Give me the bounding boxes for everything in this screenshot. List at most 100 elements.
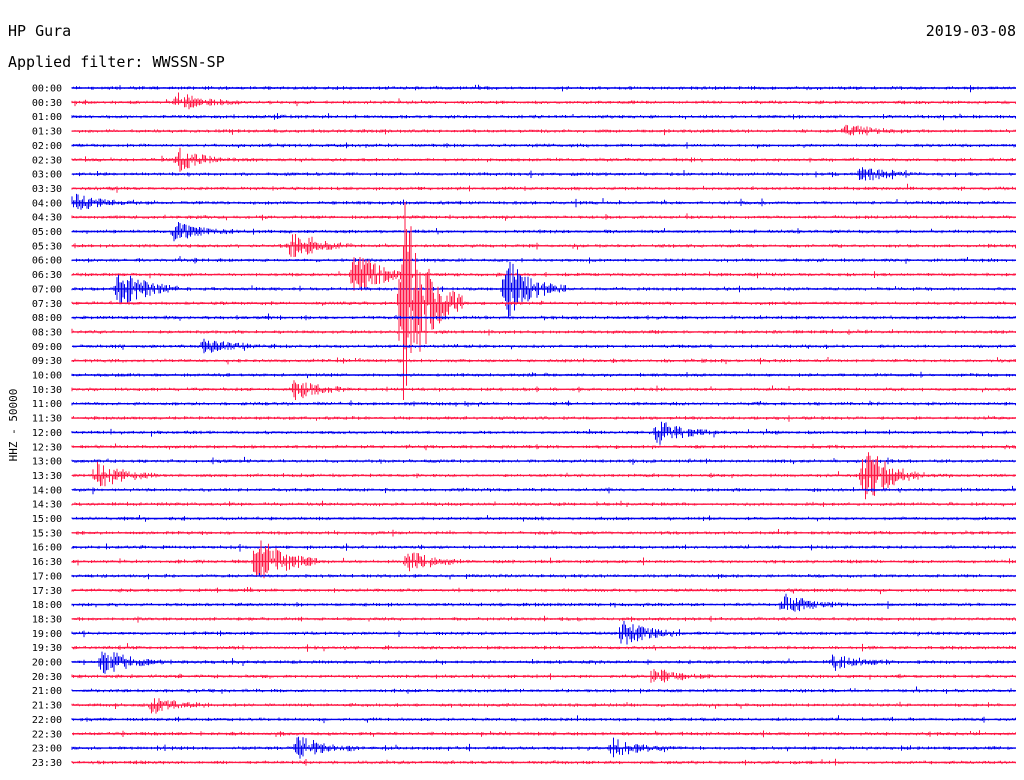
trace-row: [71, 113, 1016, 121]
trace-row: [71, 167, 1016, 181]
trace-row: [71, 92, 1016, 110]
row-label: 10:30: [32, 385, 62, 396]
trace-row: [71, 456, 1016, 465]
trace-row: [71, 543, 1016, 552]
trace-row: [71, 621, 1016, 645]
trace-row: [71, 313, 1016, 321]
trace-row: [71, 529, 1016, 537]
filter-label: Applied filter: WWSSN-SP: [8, 53, 225, 71]
row-label: 03:00: [32, 170, 62, 181]
trace-row: [71, 736, 1016, 759]
row-label: 23:30: [32, 758, 62, 769]
row-label: 12:30: [32, 442, 62, 453]
row-label: 09:00: [32, 342, 62, 353]
row-label: 19:00: [32, 629, 62, 640]
trace-row: [71, 328, 1016, 336]
trace-row: [71, 193, 1016, 210]
trace-row: [71, 213, 1016, 221]
trace-row: [71, 686, 1016, 694]
trace-row: [71, 698, 1016, 714]
trace-row: [71, 183, 1016, 193]
row-label: 21:30: [32, 701, 62, 712]
y-axis-label: HHZ - 50000: [7, 389, 20, 462]
row-label: 17:30: [32, 586, 62, 597]
row-label: 20:00: [32, 658, 62, 669]
trace-row: [71, 147, 1016, 172]
row-label: 18:00: [32, 600, 62, 611]
row-label: 21:00: [32, 686, 62, 697]
row-label: 08:30: [32, 327, 62, 338]
date-label: 2019-03-08: [926, 22, 1016, 40]
trace-row: [71, 371, 1016, 379]
trace-row: [71, 124, 1016, 136]
row-label: 18:30: [32, 614, 62, 625]
trace-row: [71, 643, 1016, 652]
trace-row: [71, 485, 1016, 495]
row-label: 03:30: [32, 184, 62, 195]
row-label: 07:30: [32, 299, 62, 310]
trace-row: [71, 573, 1016, 580]
row-label: 15:00: [32, 514, 62, 525]
trace-row: [71, 540, 1016, 579]
row-label: 13:30: [32, 471, 62, 482]
row-label: 16:30: [32, 557, 62, 568]
row-label: 11:30: [32, 414, 62, 425]
row-label: 01:00: [32, 112, 62, 123]
trace-row: [71, 84, 1016, 93]
row-label: 09:30: [32, 356, 62, 367]
trace-row: [71, 715, 1016, 724]
row-labels: 00:00 00:30 01:00 01:30 02:00 02:30 03:00 03:30…: [32, 84, 62, 769]
row-label: 08:00: [32, 313, 62, 324]
trace-row: [71, 142, 1016, 149]
row-label: 00:00: [32, 84, 62, 95]
row-label: 12:00: [32, 428, 62, 439]
trace-row: [71, 443, 1016, 451]
trace-row: [71, 338, 1016, 354]
trace-row: [71, 452, 1016, 500]
trace-row: [71, 202, 1016, 400]
trace-row: [71, 257, 1016, 291]
row-label: 22:00: [32, 715, 62, 726]
row-label: 13:00: [32, 457, 62, 468]
row-label: 14:30: [32, 500, 62, 511]
row-label: 20:30: [32, 672, 62, 683]
row-label: 14:00: [32, 485, 62, 496]
trace-row: [71, 593, 1016, 612]
trace-row: [71, 421, 1016, 445]
trace-row: [71, 256, 1016, 264]
row-label: 05:30: [32, 241, 62, 252]
trace-row: [71, 669, 1016, 683]
row-label: 00:30: [32, 98, 62, 109]
station-title: HP Gura: [8, 22, 71, 40]
row-label: 22:30: [32, 729, 62, 740]
trace-row: [71, 222, 1016, 242]
trace-row: [71, 380, 1016, 400]
trace-row: [71, 234, 1016, 257]
row-label: 11:00: [32, 399, 62, 410]
row-label: 07:00: [32, 284, 62, 295]
trace-row: [71, 515, 1016, 522]
row-label: 04:00: [32, 198, 62, 209]
trace-row: [71, 730, 1016, 738]
row-label: 05:00: [32, 227, 62, 238]
row-label: 06:30: [32, 270, 62, 281]
trace-row: [71, 400, 1016, 407]
row-label: 02:30: [32, 155, 62, 166]
trace-row: [71, 615, 1016, 623]
row-label: 04:30: [32, 213, 62, 224]
trace-row: [71, 651, 1016, 674]
row-label: 16:00: [32, 543, 62, 554]
trace-row: [71, 587, 1016, 595]
row-label: 02:00: [32, 141, 62, 152]
row-label: 06:00: [32, 256, 62, 267]
row-label: 10:00: [32, 371, 62, 382]
row-label: 23:00: [32, 744, 62, 755]
trace-row: [71, 261, 1016, 319]
trace-row: [71, 500, 1016, 507]
seismogram-traces: [71, 84, 1016, 766]
row-label: 17:00: [32, 571, 62, 582]
trace-row: [71, 357, 1016, 365]
row-label: 19:30: [32, 643, 62, 654]
trace-row: [71, 415, 1016, 422]
